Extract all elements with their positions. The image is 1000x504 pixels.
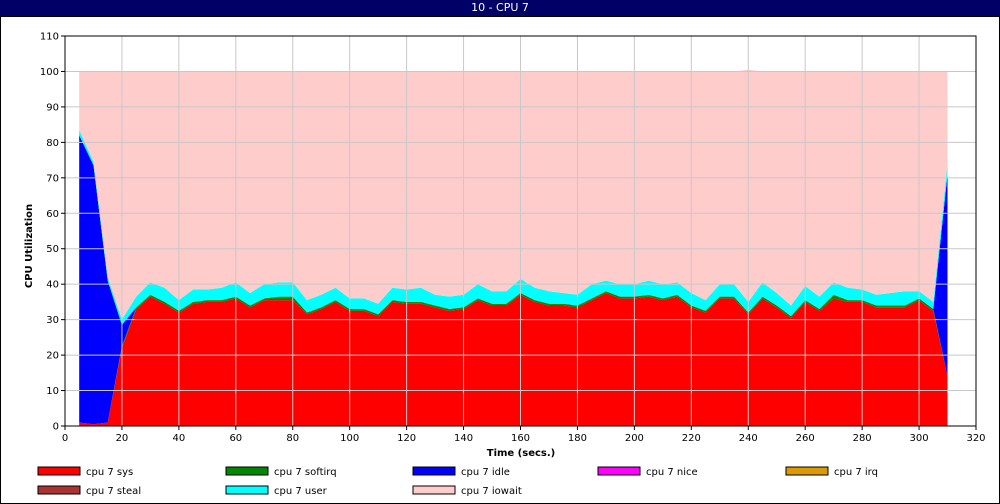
legend-item-cpu-7-irq: cpu 7 irq [785, 466, 878, 478]
legend-label: cpu 7 iowait [461, 486, 522, 497]
y-tick-label: 60 [46, 209, 59, 220]
x-tick-label: 180 [568, 433, 587, 444]
y-tick-label: 110 [40, 32, 59, 43]
x-tick-label: 140 [454, 433, 473, 444]
x-tick-label: 220 [682, 433, 701, 444]
x-tick-label: 80 [286, 433, 299, 444]
legend-swatch [785, 466, 829, 476]
y-tick-label: 40 [46, 280, 59, 291]
legend-swatch [37, 485, 81, 495]
y-tick-label: 50 [46, 244, 59, 255]
x-axis-label: Time (secs.) [487, 448, 556, 459]
legend-label: cpu 7 nice [646, 467, 698, 478]
legend-item-cpu-7-sys: cpu 7 sys [37, 466, 133, 478]
x-tick-label: 40 [173, 433, 186, 444]
legend-item-cpu-7-steal: cpu 7 steal [37, 485, 141, 497]
y-tick-label: 10 [46, 386, 59, 397]
x-tick-label: 60 [229, 433, 242, 444]
cpu-utilization-chart: 0 10 20 30 40 50 60 70 80 90 100 110 0 20 40 60 80 100 120… [24, 32, 986, 498]
area-series-cpu-7-user [79, 130, 948, 325]
legend-label: cpu 7 sys [86, 467, 133, 478]
x-tick-label: 300 [910, 433, 929, 444]
legend-label: cpu 7 steal [86, 486, 141, 497]
x-tick-label: 100 [340, 433, 359, 444]
legend-item-cpu-7-softirq: cpu 7 softirq [225, 466, 337, 478]
x-tick-label: 200 [625, 433, 644, 444]
x-tick-label: 0 [62, 433, 68, 444]
legend-item-cpu-7-nice: cpu 7 nice [597, 466, 698, 478]
x-tick-label: 280 [853, 433, 872, 444]
legend-swatch [225, 485, 269, 495]
x-tick-label: 240 [739, 433, 758, 444]
y-tick-label: 30 [46, 315, 59, 326]
y-tick-label: 0 [53, 422, 59, 433]
x-tick-label: 20 [116, 433, 129, 444]
legend-item-cpu-7-iowait: cpu 7 iowait [412, 485, 522, 497]
y-tick-label: 20 [46, 351, 59, 362]
area-series-cpu-7-sys [79, 293, 948, 426]
window-title: 10 - CPU 7 [0, 0, 1000, 16]
legend-label: cpu 7 softirq [274, 467, 337, 478]
legend-label: cpu 7 user [274, 486, 328, 497]
legend-label: cpu 7 irq [834, 467, 878, 478]
legend-swatch [225, 466, 269, 476]
y-tick-label: 80 [46, 138, 59, 149]
x-tick-label: 260 [796, 433, 815, 444]
y-tick-label: 90 [46, 102, 59, 113]
legend-item-cpu-7-user: cpu 7 user [225, 485, 328, 497]
x-tick-label: 120 [397, 433, 416, 444]
legend-item-cpu-7-idle: cpu 7 idle [412, 466, 510, 478]
x-tick-label: 160 [511, 433, 530, 444]
y-axis-label: CPU Utilization [24, 204, 35, 288]
legend-swatch [37, 466, 81, 476]
x-tick-label: 320 [966, 433, 985, 444]
area-series-cpu-7-iowait [79, 69, 948, 320]
legend-swatch [412, 485, 456, 495]
legend-swatch [412, 466, 456, 476]
y-tick-label: 70 [46, 173, 59, 184]
legend-label: cpu 7 idle [461, 467, 510, 478]
legend-swatch [597, 466, 641, 476]
y-tick-label: 100 [40, 67, 59, 78]
